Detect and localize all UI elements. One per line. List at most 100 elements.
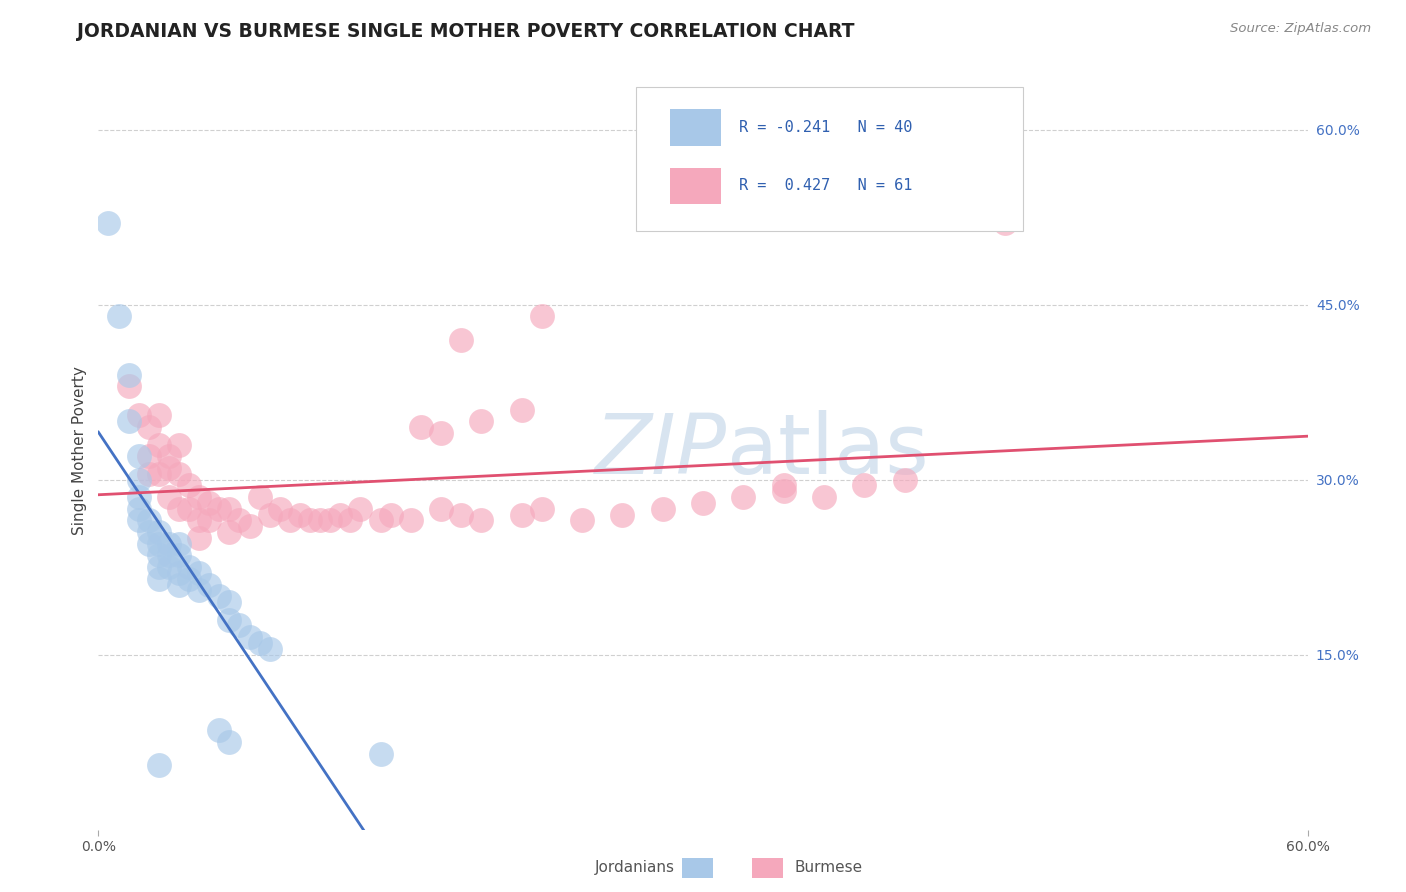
Point (329, 508, 352, 522)
Point (239, 519, 262, 533)
Point (470, 513, 492, 527)
Point (179, 501, 201, 516)
Point (179, 560, 201, 574)
Point (198, 513, 221, 527)
Point (179, 478, 201, 492)
Point (179, 572, 201, 586)
Point (228, 513, 250, 527)
Point (157, 461, 180, 475)
Point (208, 501, 231, 516)
Point (510, 508, 533, 522)
Point (167, 467, 190, 481)
Point (188, 490, 211, 504)
Point (319, 513, 342, 527)
Text: atlas: atlas (727, 410, 929, 491)
Point (138, 467, 160, 481)
Point (288, 508, 311, 522)
Point (510, 402, 533, 417)
Point (430, 501, 453, 516)
Point (692, 496, 714, 510)
Text: ZIP: ZIP (595, 410, 727, 491)
Point (167, 501, 190, 516)
Point (571, 513, 593, 527)
Bar (671, 110, 721, 145)
Point (450, 508, 472, 522)
Point (249, 636, 271, 650)
Point (218, 525, 240, 540)
Point (118, 368, 141, 382)
Point (118, 379, 141, 393)
Point (188, 566, 211, 580)
Point (259, 641, 281, 656)
Point (128, 501, 150, 516)
Point (218, 613, 240, 627)
Point (399, 513, 422, 527)
Point (138, 450, 160, 464)
Point (218, 501, 240, 516)
Point (167, 566, 190, 580)
Point (339, 513, 361, 527)
Point (612, 508, 634, 522)
Point (278, 513, 301, 527)
Point (198, 496, 221, 510)
Point (309, 513, 332, 527)
Point (228, 618, 250, 632)
Text: JORDANIAN VS BURMESE SINGLE MOTHER POVERTY CORRELATION CHART: JORDANIAN VS BURMESE SINGLE MOTHER POVER… (77, 22, 855, 41)
Point (148, 525, 170, 540)
Point (118, 414, 141, 428)
Point (893, 473, 915, 487)
Point (239, 630, 262, 644)
Point (249, 490, 271, 504)
Point (188, 531, 211, 545)
FancyBboxPatch shape (637, 87, 1024, 231)
Point (148, 537, 170, 551)
Point (128, 490, 150, 504)
Point (148, 549, 170, 563)
Point (299, 513, 322, 527)
Point (148, 560, 170, 574)
Point (651, 501, 673, 516)
Point (138, 525, 160, 540)
Point (530, 310, 553, 324)
Point (128, 450, 150, 464)
Point (157, 537, 180, 551)
Point (157, 450, 180, 464)
Point (188, 513, 211, 527)
Point (733, 490, 755, 504)
Point (370, 513, 392, 527)
Point (167, 577, 190, 591)
Point (148, 467, 170, 481)
Point (208, 589, 231, 603)
Point (530, 501, 553, 516)
Text: Source: ZipAtlas.com: Source: ZipAtlas.com (1230, 22, 1371, 36)
Point (157, 490, 180, 504)
Point (167, 537, 190, 551)
Point (138, 513, 160, 527)
Point (370, 747, 392, 761)
Point (148, 572, 170, 586)
Point (470, 414, 492, 428)
Point (138, 420, 160, 434)
Point (813, 490, 835, 504)
Point (430, 425, 453, 440)
Text: Burmese: Burmese (794, 860, 862, 874)
Point (148, 758, 170, 772)
Point (157, 549, 180, 563)
Point (157, 560, 180, 574)
Point (772, 484, 794, 499)
Point (148, 409, 170, 423)
Point (167, 549, 190, 563)
Point (128, 473, 150, 487)
Point (188, 583, 211, 598)
Point (198, 577, 221, 591)
Point (269, 501, 291, 516)
Text: R =  0.427   N = 61: R = 0.427 N = 61 (740, 178, 912, 194)
Point (349, 501, 371, 516)
Point (380, 508, 402, 522)
Point (994, 216, 1017, 230)
Point (138, 537, 160, 551)
Point (208, 723, 231, 738)
Point (218, 735, 240, 749)
Point (167, 437, 190, 451)
Point (107, 310, 129, 324)
